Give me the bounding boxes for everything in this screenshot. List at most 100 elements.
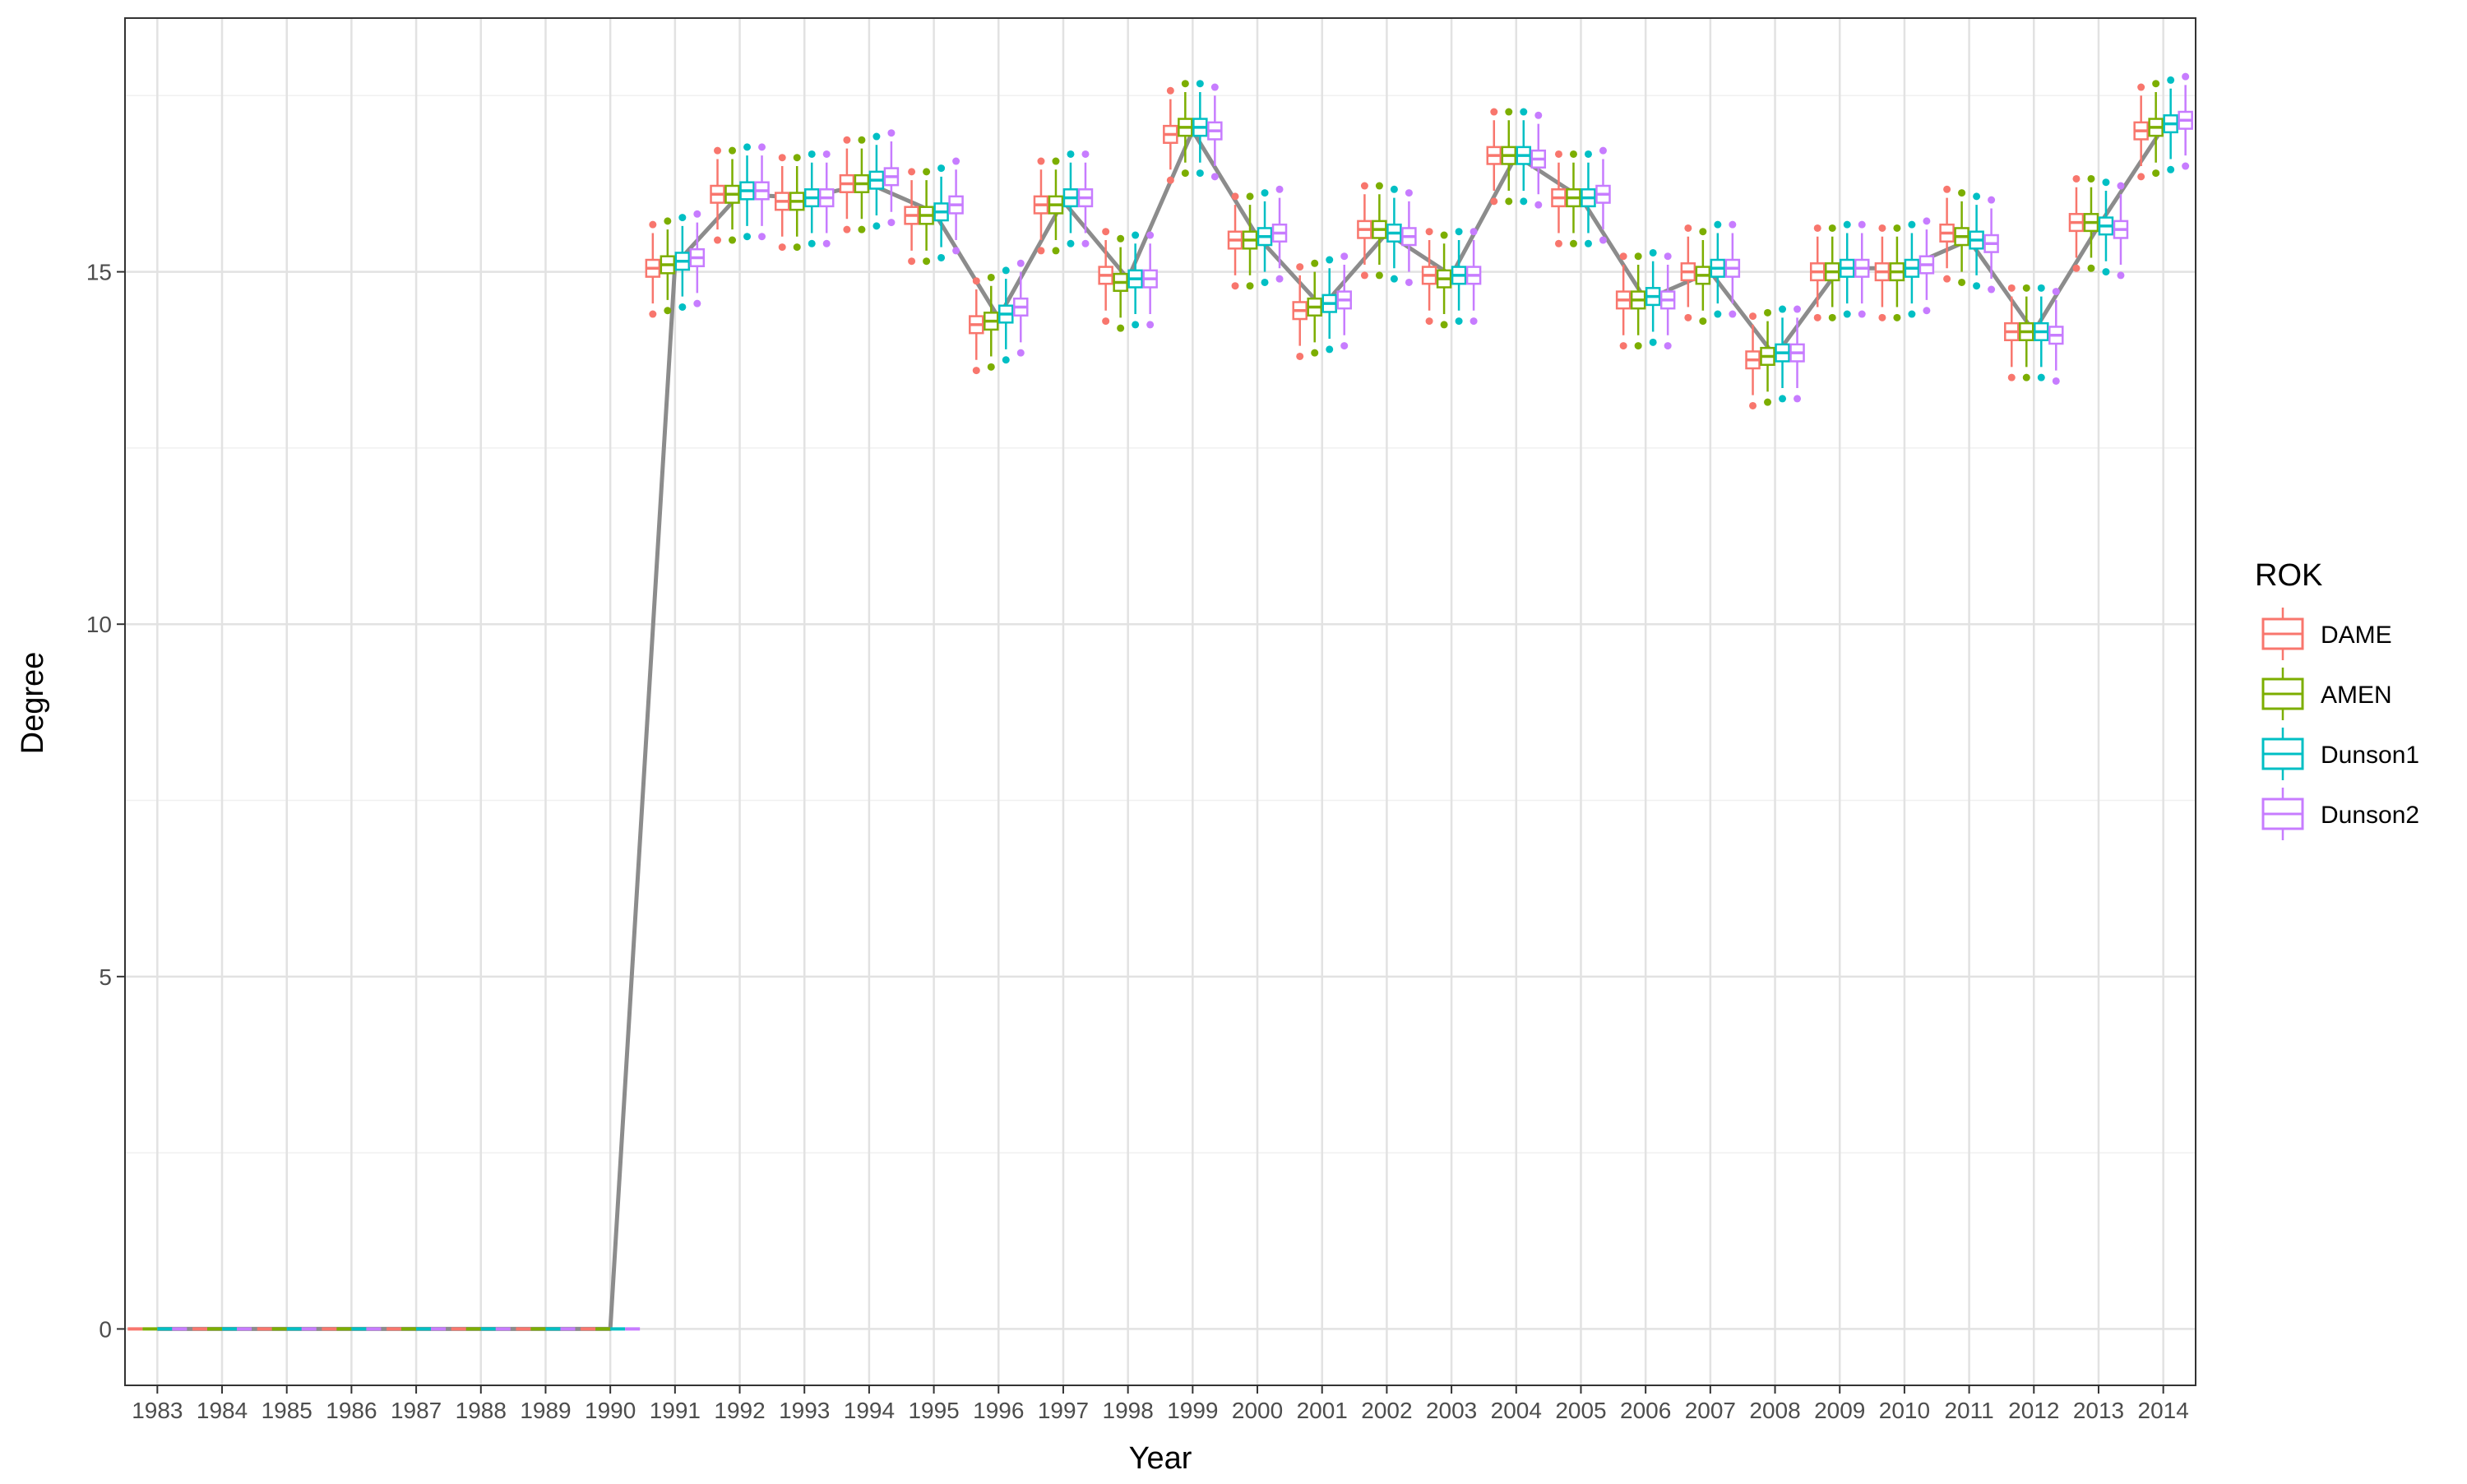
outlier-point [2137,173,2145,181]
outlier-point [1554,150,1562,158]
outlier-point [1016,259,1025,267]
y-tick-label: 15 [86,260,112,285]
outlier-point [952,157,960,165]
outlier-point [1664,252,1672,261]
legend-item-DAME: DAME [2261,608,2392,660]
outlier-point [1893,313,1901,321]
outlier-point [778,154,786,162]
outlier-point [1584,239,1592,247]
box-plots [127,72,2193,1331]
outlier-point [1002,266,1010,275]
box-group-2011 [1939,185,1999,294]
box-group-2004 [1486,108,1547,209]
legend-items: DAME AMEN Dunson1 Dunson2 [2261,608,2419,840]
outlier-point [1973,192,1981,201]
box-group-1996 [969,259,1029,375]
outlier-point [1102,317,1110,326]
legend: ROK DAME AMEN Dunson1 Dunson2 [2255,558,2419,840]
box-group-1992 [710,143,770,244]
box-group-2013 [2068,174,2129,280]
legend-label: AMEN [2321,682,2392,709]
outlier-point [1375,271,1383,280]
outlier-point [1958,278,1966,286]
outlier-point [1275,185,1284,193]
x-tick-label: 1999 [1167,1398,1218,1423]
box-group-1993 [774,150,835,252]
outlier-point [1210,173,1219,181]
outlier-point [793,243,801,252]
outlier-point [2087,264,2095,272]
outlier-point [649,310,657,318]
outlier-point [729,146,737,155]
x-tick-label: 2008 [1749,1398,1800,1423]
legend-item-AMEN: AMEN [2261,668,2392,720]
outlier-point [822,239,831,247]
legend-label: DAME [2321,622,2392,649]
outlier-point [1828,313,1836,321]
outlier-point [1813,224,1821,232]
outlier-point [1470,228,1478,236]
outlier-point [1619,252,1627,261]
outlier-point [908,168,916,176]
x-tick-label: 2005 [1555,1398,1606,1423]
box-group-1998 [1098,228,1158,332]
outlier-point [2152,80,2160,88]
outlier-point [1779,305,1787,313]
legend-item-Dunson1: Dunson1 [2261,728,2419,780]
outlier-point [758,233,766,241]
outlier-point [1858,310,1866,318]
box-group-2014 [2133,72,2193,181]
outlier-point [1908,220,1916,229]
outlier-point [1634,252,1642,261]
outlier-point [743,233,752,241]
x-tick-label: 1990 [585,1398,636,1423]
outlier-point [1081,150,1090,158]
outlier-point [1843,220,1851,229]
outlier-point [1132,321,1140,329]
outlier-point [2087,174,2095,183]
outlier-point [1360,182,1368,190]
outlier-point [714,146,722,155]
outlier-point [678,214,687,222]
outlier-point [937,253,946,261]
outlier-point [1619,342,1627,350]
outlier-point [1714,310,1722,318]
outlier-point [887,129,896,137]
outlier-point [2152,169,2160,178]
x-tick-label: 2002 [1361,1398,1412,1423]
x-tick-label: 1985 [262,1398,312,1423]
grid-lines [125,18,2196,1385]
outlier-point [1311,259,1319,267]
outlier-point [1210,83,1219,91]
outlier-point [908,257,916,266]
outlier-point [808,239,816,247]
outlier-point [1166,86,1174,95]
outlier-point [1196,80,1204,88]
outlier-point [1714,220,1722,229]
outlier-point [1146,321,1155,329]
box-group-2005 [1551,146,1611,247]
outlier-point [858,136,866,144]
outlier-point [1275,275,1284,283]
x-tick-label: 1987 [391,1398,442,1423]
outlier-point [1973,282,1981,290]
outlier-point [1067,239,1075,247]
outlier-point [1664,342,1672,350]
box-group-1995 [904,157,964,266]
box-group-2010 [1874,217,1935,321]
outlier-point [1455,228,1463,236]
outlier-point [678,303,687,311]
outlier-point [1490,108,1498,116]
outlier-point [2072,174,2081,183]
outlier-point [923,168,931,176]
axes: 0 5 10 15 1983 1984 1985 1986 1987 1988 1989 1990 19… [86,260,2189,1423]
outlier-point [1425,317,1433,326]
legend-title: ROK [2255,558,2322,593]
outlier-point [2072,264,2081,272]
outlier-point [2037,284,2045,292]
legend-label: Dunson2 [2321,802,2419,829]
outlier-point [2037,373,2045,381]
outlier-point [1440,321,1448,329]
outlier-point [2167,76,2175,84]
outlier-point [2007,373,2016,381]
